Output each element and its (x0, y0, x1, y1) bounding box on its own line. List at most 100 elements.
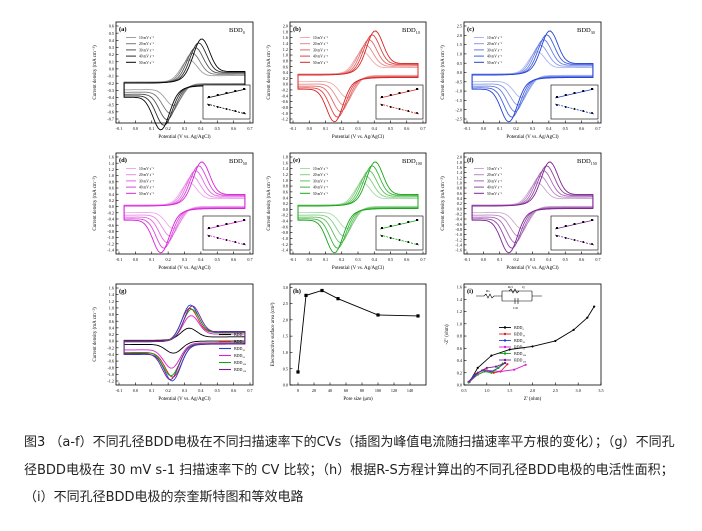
panel-b-inset-point (407, 110, 410, 112)
panel-g-xtick-label: -0.1 (116, 388, 123, 393)
panel-a-ytick-label: -0.5 (107, 102, 114, 107)
panel-f-ytick-label: 0.6 (457, 191, 462, 196)
panel-e-xtick-label: -0.1 (290, 257, 297, 262)
panel-f-ytick-label: 0.2 (457, 201, 462, 206)
panel-c-legend-label: 30 mV s⁻¹ (487, 48, 502, 52)
panel-b-ytick-label: 0.0 (283, 82, 288, 87)
panel-a-title: BDD0 (229, 27, 245, 35)
panel-h-ytick-label: 3.0 (283, 285, 288, 290)
panel-b-ytick-label: 0.6 (283, 64, 288, 69)
panel-d-ytick-label: 0.4 (109, 192, 115, 197)
panel-e: 1.81.61.41.21.00.80.60.40.20.0-0.2-0.4-0… (266, 152, 427, 271)
panel-e-xtick-label: 0.0 (307, 257, 312, 262)
panel-g-legend-label: BDD100 (234, 360, 247, 366)
panel-d-ytick-label: -1.4 (107, 248, 115, 253)
panel-g-ytick-label: -0.4 (107, 352, 115, 357)
panel-h-data-point (320, 288, 324, 293)
panel-d: 1.61.41.21.00.80.60.40.20.0-0.2-0.4-0.6-… (92, 152, 254, 271)
panel-i-circuit-rct (508, 288, 520, 294)
panel-f-inset-point (582, 241, 585, 243)
panel-i-xtick-label: 1.5 (507, 388, 512, 393)
panel-a-ytick-label: 0.4 (109, 38, 115, 43)
panel-a-ytick-label: 0.3 (109, 45, 114, 50)
panel-b-xtick-label: 0.7 (420, 126, 425, 131)
panel-d-xtick-label: 0.6 (231, 257, 236, 262)
panel-f-inset-point (564, 225, 567, 227)
panel-i-legend-marker (503, 352, 507, 355)
panel-d-inset-point (234, 221, 237, 223)
figure-caption: 图3 （a-f）不同孔径BDD电极在不同扫描速率下的CVs（插图为峰值电流随扫描… (24, 435, 675, 505)
panel-h-ytick-label: 2.0 (283, 317, 288, 322)
panel-i-legend-label: BDD10 (514, 332, 526, 338)
panel-f-xtick-label: 0.1 (497, 257, 502, 262)
panel-g-ytick-label: 0.4 (109, 325, 115, 330)
panel-i-circuit-label: Rs (486, 289, 490, 293)
panel-f-ytick-label: -0.6 (455, 222, 462, 227)
panel-b-xtick-label: 0.4 (372, 126, 378, 131)
panel-b-xtick-label: 0.2 (339, 126, 344, 131)
panel-f-legend-label: 20 mV s⁻¹ (487, 173, 502, 177)
panel-a-xtick-label: 0.0 (133, 126, 138, 131)
panel-f-xtick-label: 0.6 (579, 257, 584, 262)
panel-g-xtick-label: 0.3 (182, 388, 187, 393)
panel-g-letter: (g) (119, 288, 127, 295)
panel-i-xtick-label: 3.5 (598, 388, 603, 393)
panel-i-nyquist-point (490, 371, 493, 374)
panel-e-inset-point (398, 239, 401, 241)
panel-d-ytick-label: -0.4 (107, 217, 115, 222)
panel-g-xtick-label: 0.1 (149, 388, 154, 393)
panel-f-inset-point (573, 239, 576, 241)
panel-a-ytick-label: -0.7 (107, 117, 114, 122)
panel-i-nyquist-point (513, 368, 516, 371)
panel-i-ytick-label: 1.2 (457, 309, 462, 314)
panel-h-xtick-label: 60 (344, 388, 348, 393)
panel-b-xtick-label: 0.3 (355, 126, 360, 131)
panel-d-inset-point (243, 243, 245, 245)
panel-a-inset-point (234, 90, 237, 92)
panel-a: 0.6 0.5 0.4 0.3 0.2 0.1 0.0 -0.1 -0.2 -0.3 -0.4 -0.… (92, 21, 254, 140)
panel-f-cv-curve (471, 161, 594, 254)
panel-c-inset-point (591, 88, 593, 90)
panel-e-inset-point (389, 225, 392, 227)
panel-c-ytick-label: -1.5 (455, 98, 462, 103)
panel-a-ytick-label: -0.4 (107, 95, 115, 100)
panel-a-legend-label: 40 mV s⁻¹ (139, 55, 154, 59)
panel-d-xtick-label: 0.0 (133, 257, 138, 262)
panel-h-xtick-label: 140 (407, 388, 413, 393)
panel-b-legend-label: 20 mV s⁻¹ (313, 42, 328, 46)
panel-c-inset-point (564, 106, 567, 108)
panel-a-xtick-label: 0.3 (182, 126, 187, 131)
panel-e-legend-label: 30 mV s⁻¹ (313, 179, 328, 183)
panel-a-inset-point (216, 94, 219, 96)
panel-h-xtick-label: 80 (360, 388, 364, 393)
panel-e-inset-point (381, 227, 383, 229)
panel-d-title: BDD50 (229, 158, 247, 166)
panel-f-ytick-label: 1.2 (457, 175, 462, 180)
panel-a-ytick-label: -0.2 (107, 81, 114, 86)
panel-d-xtick-label: 0.7 (247, 257, 252, 262)
panel-g-plot-frame (115, 283, 254, 386)
panel-d-xtick-label: 0.2 (166, 257, 171, 262)
panel-c-inset-point (573, 92, 576, 94)
panel-g-legend-label: BDD0 (234, 332, 244, 338)
panel-g-xtick-label: 0.4 (198, 388, 204, 393)
panel-b-ytick-label: -0.2 (281, 88, 288, 93)
panel-g-ytick-label: -1.2 (107, 379, 114, 384)
panel-b-inset-point (416, 88, 418, 90)
panel-b-inset-point (389, 94, 392, 96)
panel-f-inset-point (591, 219, 593, 221)
panel-i-ytick-label: 1.4 (457, 297, 463, 302)
panel-a-inset-point (208, 104, 210, 106)
panel-d-ytick-label: 0.0 (109, 204, 114, 209)
panel-f-xtick-label: 0.5 (563, 257, 568, 262)
panel-b-inset-point (381, 104, 383, 106)
panel-d-ytick-label: -0.2 (107, 210, 114, 215)
panel-i-nyquist-point (485, 366, 488, 369)
panel-d-legend-label: 30 mV s⁻¹ (139, 179, 154, 183)
panel-c-ytick-label: 1.0 (457, 52, 462, 57)
panel-c-x-axis-title: Potential (V vs. Ag/AgCl) (506, 135, 558, 140)
panel-e-ytick-label: 0.2 (283, 201, 288, 206)
panel-f-title: BDD150 (577, 158, 597, 166)
panel-b-x-axis-title: Potential (V vs. Ag/AgCl) (332, 135, 384, 140)
panel-h-data-point (336, 297, 340, 301)
